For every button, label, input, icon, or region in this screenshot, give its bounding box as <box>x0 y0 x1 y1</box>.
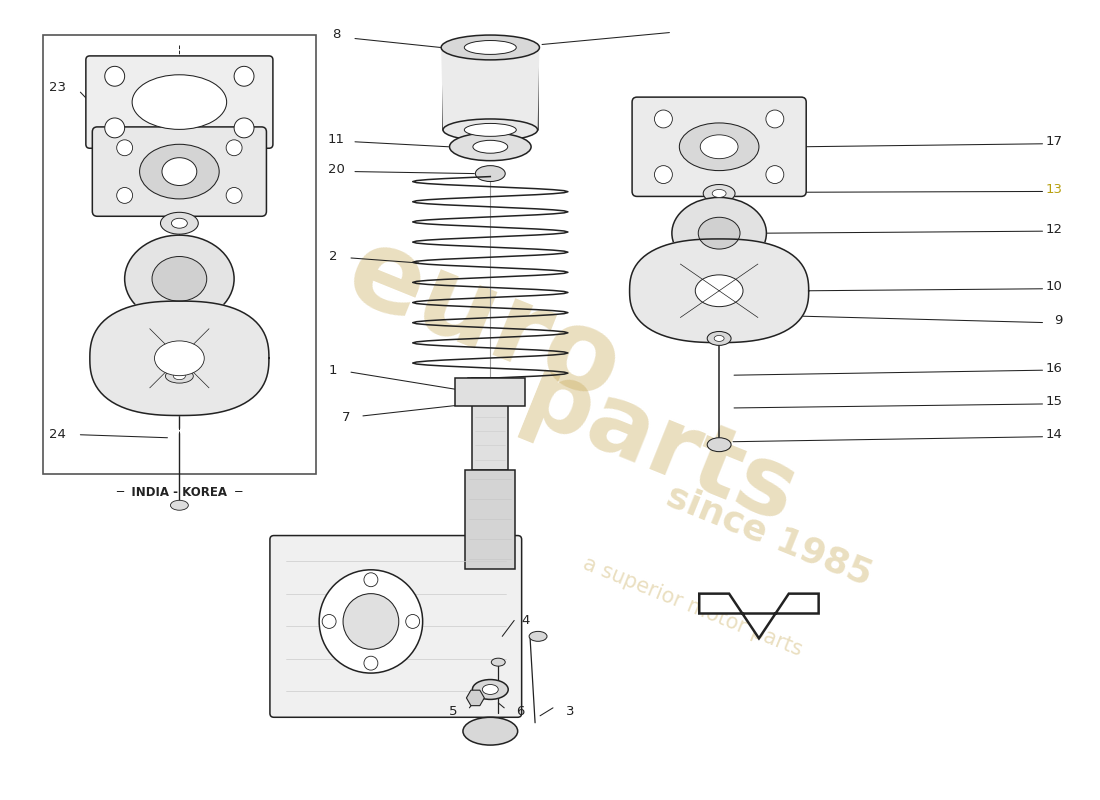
FancyBboxPatch shape <box>86 56 273 148</box>
Ellipse shape <box>132 74 227 130</box>
Circle shape <box>227 140 242 156</box>
Ellipse shape <box>140 144 219 199</box>
Ellipse shape <box>152 257 207 301</box>
Circle shape <box>654 110 672 128</box>
Text: 6: 6 <box>516 706 525 718</box>
Text: a superior motor parts: a superior motor parts <box>580 554 805 660</box>
Ellipse shape <box>162 158 197 186</box>
Polygon shape <box>90 301 268 415</box>
Circle shape <box>343 594 399 650</box>
Text: 14: 14 <box>1045 428 1063 442</box>
Text: 17: 17 <box>1045 135 1063 148</box>
Ellipse shape <box>707 331 732 346</box>
Polygon shape <box>466 690 484 706</box>
Bar <box>465 470 515 569</box>
Circle shape <box>104 66 124 86</box>
Ellipse shape <box>472 679 508 699</box>
Ellipse shape <box>441 35 539 60</box>
Bar <box>455 378 525 406</box>
Circle shape <box>117 140 133 156</box>
Ellipse shape <box>124 235 234 322</box>
Circle shape <box>104 118 124 138</box>
Text: 13: 13 <box>1045 183 1063 196</box>
Bar <box>472 378 508 470</box>
Ellipse shape <box>161 212 198 234</box>
Ellipse shape <box>475 166 505 182</box>
Ellipse shape <box>701 135 738 158</box>
Text: 10: 10 <box>1045 280 1063 294</box>
Text: 20: 20 <box>328 163 344 176</box>
Text: 15: 15 <box>1045 395 1063 409</box>
Polygon shape <box>441 47 539 130</box>
Text: 3: 3 <box>565 706 574 718</box>
Text: 16: 16 <box>1045 362 1063 374</box>
Ellipse shape <box>170 500 188 510</box>
Circle shape <box>227 187 242 203</box>
Text: euro: euro <box>332 218 637 424</box>
Circle shape <box>766 166 784 183</box>
Ellipse shape <box>695 275 743 306</box>
Polygon shape <box>700 594 818 638</box>
Ellipse shape <box>482 685 498 694</box>
Text: 8: 8 <box>332 28 340 41</box>
Ellipse shape <box>165 370 194 383</box>
Ellipse shape <box>703 185 735 202</box>
Bar <box>43 34 316 474</box>
Circle shape <box>234 66 254 86</box>
Circle shape <box>322 614 337 629</box>
FancyBboxPatch shape <box>632 97 806 197</box>
Text: 7: 7 <box>342 411 350 424</box>
Text: 1: 1 <box>329 364 338 377</box>
Text: 5: 5 <box>449 706 458 718</box>
Ellipse shape <box>714 335 724 342</box>
Circle shape <box>319 570 422 673</box>
Text: parts: parts <box>509 350 810 545</box>
Ellipse shape <box>172 218 187 228</box>
Ellipse shape <box>680 123 759 170</box>
Ellipse shape <box>464 123 516 136</box>
Ellipse shape <box>492 658 505 666</box>
FancyBboxPatch shape <box>92 127 266 216</box>
Ellipse shape <box>712 190 726 198</box>
Circle shape <box>364 656 378 670</box>
Ellipse shape <box>672 198 767 269</box>
Ellipse shape <box>529 631 547 642</box>
FancyBboxPatch shape <box>270 535 521 718</box>
Circle shape <box>766 110 784 128</box>
Circle shape <box>364 573 378 586</box>
Circle shape <box>234 118 254 138</box>
Ellipse shape <box>443 119 538 141</box>
Ellipse shape <box>450 133 531 161</box>
Bar <box>468 378 513 400</box>
Text: ─  INDIA - KOREA  ─: ─ INDIA - KOREA ─ <box>117 486 243 499</box>
Ellipse shape <box>154 341 205 376</box>
Ellipse shape <box>174 373 186 380</box>
Ellipse shape <box>698 218 740 249</box>
Text: 9: 9 <box>1054 314 1063 327</box>
Ellipse shape <box>463 718 518 745</box>
Ellipse shape <box>464 41 516 54</box>
Circle shape <box>406 614 420 629</box>
Polygon shape <box>629 239 808 342</box>
Text: 12: 12 <box>1045 222 1063 236</box>
Text: 2: 2 <box>329 250 338 262</box>
Text: 4: 4 <box>521 614 529 627</box>
Ellipse shape <box>473 140 508 154</box>
Text: 23: 23 <box>50 81 66 94</box>
Circle shape <box>654 166 672 183</box>
Circle shape <box>117 187 133 203</box>
Ellipse shape <box>707 438 732 452</box>
Text: 24: 24 <box>50 428 66 442</box>
Text: since 1985: since 1985 <box>661 478 877 592</box>
Text: 11: 11 <box>328 134 344 146</box>
